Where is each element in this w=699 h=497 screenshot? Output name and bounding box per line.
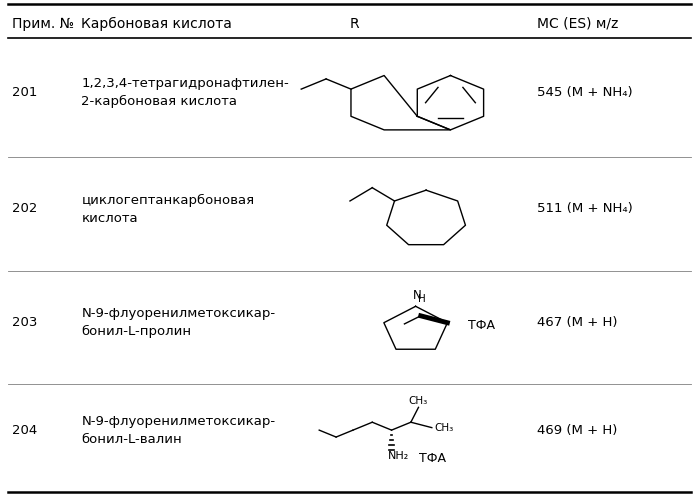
Text: Карбоновая кислота: Карбоновая кислота (82, 16, 232, 31)
Text: 203: 203 (12, 316, 37, 329)
Text: N-9-флуоренилметоксикар-
бонил-L-пролин: N-9-флуоренилметоксикар- бонил-L-пролин (82, 307, 275, 338)
Text: N-9-флуоренилметоксикар-
бонил-L-валин: N-9-флуоренилметоксикар- бонил-L-валин (82, 414, 275, 446)
Text: CH₃: CH₃ (434, 422, 453, 432)
Text: циклогептанкарбоновая
кислота: циклогептанкарбоновая кислота (82, 193, 254, 225)
Text: 545 (M + NH₄): 545 (M + NH₄) (538, 86, 633, 99)
Text: N: N (413, 289, 421, 302)
Text: 469 (M + H): 469 (M + H) (538, 423, 618, 437)
Text: 201: 201 (12, 86, 37, 99)
Text: 204: 204 (12, 423, 37, 437)
Text: CH₃: CH₃ (409, 396, 428, 406)
Text: 1,2,3,4-тетрагидронафтилен-
2-карбоновая кислота: 1,2,3,4-тетрагидронафтилен- 2-карбоновая… (82, 77, 289, 108)
Text: R: R (350, 16, 359, 31)
Text: ТФА: ТФА (419, 452, 447, 465)
Text: 202: 202 (12, 202, 37, 216)
Text: 467 (M + H): 467 (M + H) (538, 316, 618, 329)
Text: H: H (418, 294, 426, 304)
Text: NH₂: NH₂ (388, 451, 410, 461)
Text: МС (ES) м/z: МС (ES) м/z (538, 16, 619, 31)
Text: 511 (M + NH₄): 511 (M + NH₄) (538, 202, 633, 216)
Text: ТФА: ТФА (468, 319, 495, 331)
Text: Прим. №: Прим. № (12, 16, 74, 31)
